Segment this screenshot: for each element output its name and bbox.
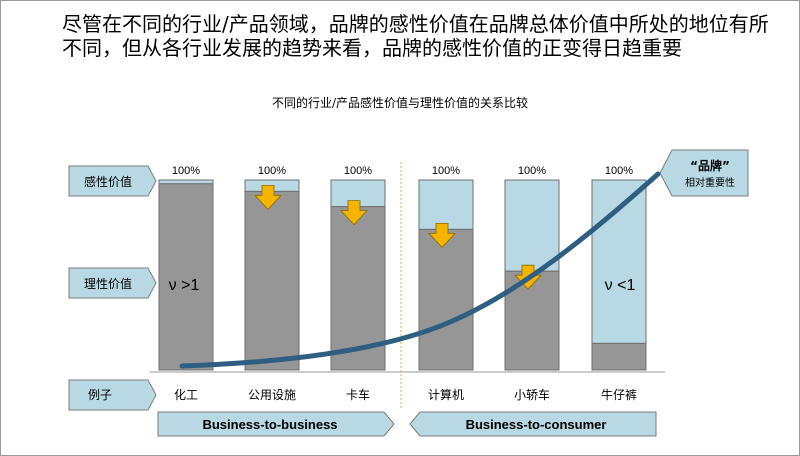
category-label-3: 计算机 [428, 387, 464, 402]
trend-arrow-1 [254, 184, 282, 210]
bars-group: 100% 100% 100% 100% 100% 100% [158, 165, 647, 371]
bar-rational-3 [418, 228, 474, 371]
bar-emotional-4 [504, 179, 560, 272]
bar-emotional-0 [158, 179, 214, 185]
bar-top-label-5: 100% [605, 165, 633, 177]
brand-callout-subtitle: 相对重要性 [685, 176, 735, 189]
rational-label: 理性价值 [84, 276, 132, 291]
category-label-4: 小轿车 [514, 387, 550, 402]
example-label-box [68, 379, 157, 411]
headline: 尽管在不同的行业/产品领域，品牌的感性价值在品牌总体价值中所处的地位有所不同，但… [62, 12, 769, 60]
brand-callout-title: “品牌” [690, 158, 730, 173]
bar-emotional-3 [418, 179, 474, 230]
example-label: 例子 [88, 388, 112, 402]
annotation-left: ν >1 [169, 277, 200, 294]
chart-title: 不同的行业/产品感性价值与理性价值的关系比较 [271, 96, 529, 110]
b2b-label: Business-to-business [202, 417, 337, 432]
bar-rational-1 [244, 190, 300, 371]
bar-top-label-3: 100% [432, 165, 460, 177]
b2c-banner [409, 411, 657, 437]
emotional-label-box [68, 165, 157, 197]
bar-top-label-2: 100% [344, 165, 372, 177]
category-label-2: 卡车 [346, 387, 370, 402]
bar-top-label-0: 100% [172, 165, 200, 177]
b2c-label: Business-to-consumer [466, 417, 607, 432]
bar-top-label-1: 100% [258, 165, 286, 177]
category-labels: 化工 公用设施 卡车 计算机 小轿车 牛仔裤 [174, 387, 637, 402]
emotional-label: 感性价值 [84, 174, 132, 189]
category-label-1: 公用设施 [248, 388, 296, 402]
rational-label-box [68, 267, 157, 299]
b2b-banner [157, 411, 395, 437]
trend-arrow-2 [340, 200, 368, 226]
trend-curve [179, 171, 661, 369]
bar-rational-0 [158, 183, 214, 371]
bar-top-label-4: 100% [518, 165, 546, 177]
category-label-0: 化工 [174, 388, 198, 402]
bar-emotional-5 [591, 179, 647, 344]
annotation-right: ν <1 [605, 277, 636, 294]
category-label-5: 牛仔裤 [601, 387, 637, 402]
trend-arrow-3 [428, 222, 456, 248]
bar-rational-5 [591, 342, 647, 371]
brand-callout-box [659, 149, 749, 197]
